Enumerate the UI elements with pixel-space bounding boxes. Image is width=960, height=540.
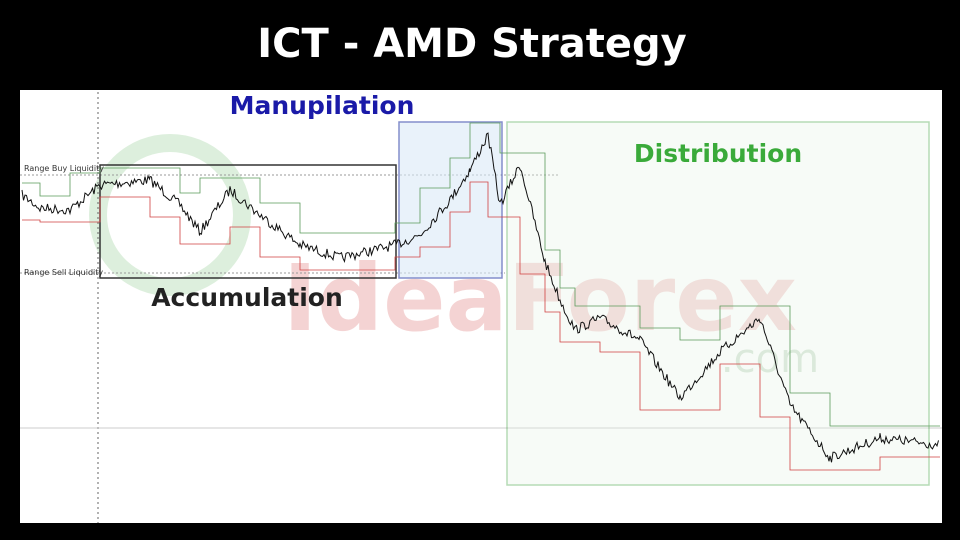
watermark-brand: IdeaForex <box>283 245 797 352</box>
title: ICT - AMD Strategy <box>257 21 686 67</box>
sell-liquidity-label: Range Sell Liquidity <box>24 268 103 277</box>
watermark-bulb <box>89 134 251 296</box>
manipulation-box <box>398 121 503 279</box>
accumulation-label: Accumulation <box>151 283 343 312</box>
price-series <box>21 122 940 471</box>
lower-band <box>22 181 940 471</box>
watermark-domain: .com <box>721 336 819 382</box>
upper-band <box>22 122 940 427</box>
price-path <box>21 132 939 463</box>
manipulation-label: Manupilation <box>230 91 415 120</box>
distribution-box <box>506 121 930 486</box>
buy-liquidity-label: Range Buy Liquidity <box>24 164 104 173</box>
distribution-label: Distribution <box>634 139 802 168</box>
